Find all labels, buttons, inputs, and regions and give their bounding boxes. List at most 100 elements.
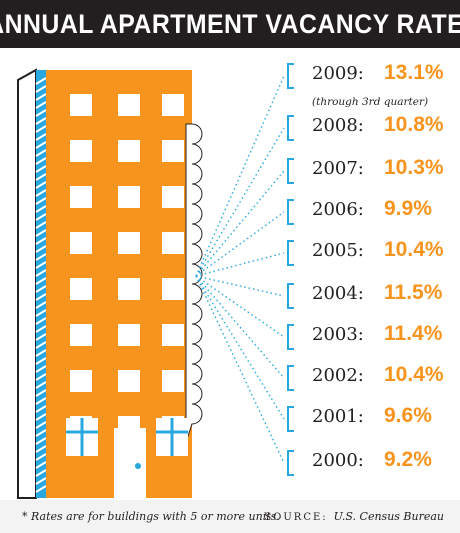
rate-value: 13.1% bbox=[384, 61, 444, 84]
connector-line bbox=[195, 275, 285, 420]
hatch-line bbox=[35, 125, 47, 133]
year-label: 2003: bbox=[312, 324, 364, 345]
window bbox=[162, 370, 184, 392]
year-label: 2005: bbox=[312, 240, 364, 261]
hatch-line bbox=[35, 285, 47, 293]
connector-line bbox=[195, 211, 285, 277]
source-label: SOURCE: bbox=[264, 512, 328, 523]
apartment-building-icon bbox=[17, 63, 294, 499]
hatch-line bbox=[35, 381, 47, 389]
hatch-line bbox=[35, 253, 47, 261]
connector-line bbox=[195, 252, 285, 277]
hatch-line bbox=[35, 133, 47, 141]
hatch-line bbox=[35, 429, 47, 437]
window bbox=[70, 94, 92, 116]
row-note: (through 3rd quarter) bbox=[312, 96, 429, 108]
hatch-line bbox=[35, 325, 47, 333]
hatch-line bbox=[35, 357, 47, 365]
hatch-line bbox=[35, 469, 47, 477]
window bbox=[118, 186, 140, 208]
rate-value: 10.4% bbox=[384, 238, 444, 261]
hatch-line bbox=[35, 293, 47, 301]
hatch-line bbox=[35, 101, 47, 109]
hatch-line bbox=[35, 301, 47, 309]
bracket bbox=[287, 115, 294, 141]
hatch-line bbox=[35, 213, 47, 221]
rate-value: 10.4% bbox=[384, 363, 444, 386]
window bbox=[162, 278, 184, 300]
rate-row-3: 2006: 9.9% bbox=[312, 197, 432, 227]
connector-line bbox=[195, 275, 285, 297]
rate-row-1: 2008: 10.8% bbox=[312, 113, 444, 143]
hatch-line bbox=[35, 157, 47, 165]
year-label: 2009: bbox=[312, 63, 364, 84]
hatch-line bbox=[35, 93, 47, 101]
bracket bbox=[287, 199, 294, 225]
connector-line bbox=[195, 75, 285, 277]
window bbox=[70, 370, 92, 392]
side-edge bbox=[36, 70, 46, 498]
hatch-line bbox=[35, 477, 47, 485]
title-bar: ANNUAL APARTMENT VACANCY RATE* bbox=[0, 0, 460, 48]
hatch-line bbox=[35, 77, 47, 85]
chart-title: ANNUAL APARTMENT VACANCY RATE* bbox=[0, 8, 460, 39]
hatch-line bbox=[35, 261, 47, 269]
hatch-line bbox=[35, 205, 47, 213]
side-wall bbox=[17, 68, 37, 499]
bracket bbox=[287, 365, 294, 391]
hatch-line bbox=[35, 333, 47, 341]
footer: * Rates are for buildings with 5 or more… bbox=[0, 500, 460, 533]
bracket bbox=[287, 283, 294, 309]
hatch-line bbox=[35, 277, 47, 285]
hatch-line bbox=[35, 189, 47, 197]
hatch-line bbox=[35, 445, 47, 453]
window bbox=[162, 140, 184, 162]
rate-value: 10.8% bbox=[384, 113, 444, 136]
hatch-line bbox=[35, 197, 47, 205]
hatch-line bbox=[35, 149, 47, 157]
window bbox=[162, 324, 184, 346]
connector-line bbox=[195, 170, 285, 277]
bracket bbox=[287, 450, 294, 476]
rate-row-0: 2009: 13.1% bbox=[312, 61, 444, 91]
window bbox=[118, 232, 140, 254]
rate-value: 10.3% bbox=[384, 156, 444, 179]
window bbox=[70, 278, 92, 300]
year-label: 2002: bbox=[312, 365, 364, 386]
hatch-line bbox=[35, 365, 47, 373]
window bbox=[70, 140, 92, 162]
rate-value: 9.9% bbox=[384, 197, 432, 220]
hatch-line bbox=[35, 349, 47, 357]
bracket bbox=[287, 240, 294, 266]
hatch-line bbox=[35, 485, 47, 493]
window bbox=[118, 94, 140, 116]
hatch-line bbox=[35, 245, 47, 253]
year-label: 2004: bbox=[312, 283, 364, 304]
window bbox=[162, 94, 184, 116]
window bbox=[118, 324, 140, 346]
rate-row-8: 2001: 9.6% bbox=[312, 404, 432, 434]
rate-value: 9.6% bbox=[384, 404, 432, 427]
window bbox=[70, 186, 92, 208]
rate-value: 11.4% bbox=[384, 322, 443, 345]
hatch-line bbox=[35, 373, 47, 381]
hatch-line bbox=[35, 461, 47, 469]
hatch-line bbox=[35, 309, 47, 317]
hatch-line bbox=[35, 229, 47, 237]
hatch-line bbox=[35, 181, 47, 189]
window bbox=[118, 140, 140, 162]
hatch-line bbox=[35, 85, 47, 93]
hatch-line bbox=[35, 141, 47, 149]
window bbox=[162, 232, 184, 254]
footnote: * Rates are for buildings with 5 or more… bbox=[22, 510, 280, 523]
window bbox=[70, 232, 92, 254]
hatch-line bbox=[35, 109, 47, 117]
hatch-line bbox=[35, 413, 47, 421]
window bbox=[70, 324, 92, 346]
bracket bbox=[287, 406, 294, 432]
hatch-line bbox=[35, 389, 47, 397]
hatch-line bbox=[35, 165, 47, 173]
year-label: 2006: bbox=[312, 199, 364, 220]
rate-value: 11.5% bbox=[384, 281, 443, 304]
rate-value: 9.2% bbox=[384, 448, 432, 471]
